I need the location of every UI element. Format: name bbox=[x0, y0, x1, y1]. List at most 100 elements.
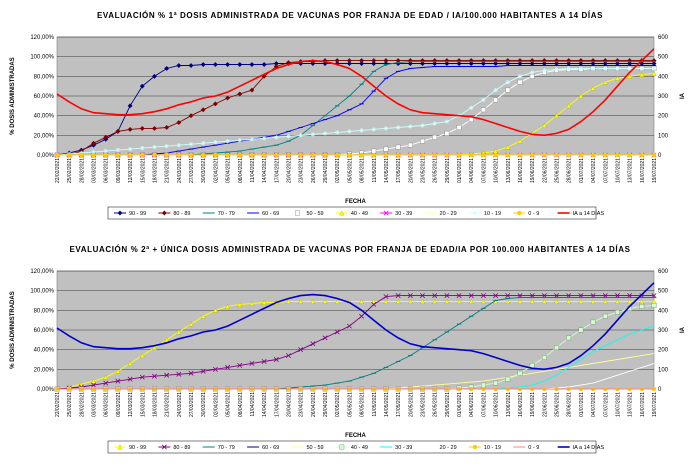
y2-tick-label: 600 bbox=[658, 35, 669, 41]
data-point bbox=[127, 146, 133, 152]
y-tick-label: 100,00% bbox=[30, 289, 54, 295]
chart-title: EVALUACIÓN % 1ª DOSIS ADMINISTRADA DE VA… bbox=[97, 11, 603, 20]
data-point bbox=[566, 66, 571, 71]
data-point bbox=[310, 152, 316, 158]
data-point bbox=[225, 61, 231, 68]
data-point bbox=[225, 95, 231, 101]
data-point bbox=[371, 298, 377, 304]
x-tick-label: 25/06/2021 bbox=[555, 392, 561, 417]
legend-marker bbox=[161, 444, 167, 450]
y2-tick-label: 100 bbox=[658, 133, 669, 139]
x-tick-label: 03/03/2021 bbox=[92, 392, 98, 417]
data-point bbox=[615, 75, 620, 81]
x-tick-label: 20/04/2021 bbox=[286, 392, 292, 417]
series-line bbox=[56, 301, 654, 390]
data-point bbox=[505, 87, 511, 93]
x-tick-label: 04/07/2021 bbox=[591, 158, 597, 183]
x-tick-label: 02/05/2021 bbox=[335, 158, 341, 183]
data-point bbox=[91, 152, 96, 158]
data-point bbox=[213, 140, 218, 145]
data-point bbox=[407, 293, 413, 299]
data-point bbox=[322, 152, 328, 158]
y2-tick-label: 100 bbox=[658, 367, 669, 373]
data-point bbox=[176, 152, 182, 158]
data-point bbox=[481, 382, 486, 388]
data-point bbox=[529, 58, 535, 64]
x-tick-label: 17/05/2021 bbox=[396, 392, 402, 417]
legend-item: 70 - 79 bbox=[202, 211, 235, 217]
data-point bbox=[322, 298, 328, 304]
data-point bbox=[419, 60, 426, 67]
data-point bbox=[115, 152, 121, 158]
legend-marker bbox=[161, 210, 167, 216]
x-tick-label: 12/03/2021 bbox=[128, 392, 134, 417]
y2-axis-title: IA bbox=[680, 326, 686, 333]
data-point bbox=[541, 293, 547, 299]
legend-item: 80 - 89 bbox=[158, 444, 190, 451]
legend-item: 0 - 9 bbox=[513, 445, 539, 451]
data-point bbox=[408, 152, 413, 158]
data-point bbox=[249, 61, 255, 68]
data-point bbox=[286, 152, 291, 158]
data-point bbox=[152, 152, 157, 158]
data-point bbox=[261, 152, 267, 158]
data-point bbox=[371, 127, 376, 132]
data-point bbox=[103, 148, 108, 154]
data-point bbox=[505, 298, 511, 304]
data-point bbox=[383, 152, 389, 158]
y-tick-label: 80,00% bbox=[34, 74, 55, 80]
x-tick-label: 22/02/2021 bbox=[55, 158, 61, 183]
x-tick-label: 04/06/2021 bbox=[469, 158, 475, 183]
data-point bbox=[298, 152, 303, 158]
data-point bbox=[590, 152, 596, 158]
legend-item: 20 - 29 bbox=[424, 445, 457, 451]
data-point bbox=[79, 152, 84, 158]
data-point bbox=[383, 126, 389, 131]
legend-item: 0 - 9 bbox=[513, 210, 539, 217]
series-line bbox=[56, 282, 655, 371]
x-tick-label: 02/05/2021 bbox=[335, 392, 341, 417]
data-point bbox=[602, 79, 608, 85]
data-point bbox=[529, 293, 535, 299]
series-80-89 bbox=[54, 293, 657, 392]
data-point bbox=[456, 60, 462, 67]
x-tick-label: 13/06/2021 bbox=[506, 392, 512, 417]
data-point bbox=[639, 303, 645, 309]
data-point bbox=[286, 353, 291, 359]
data-point bbox=[383, 58, 389, 64]
legend-item: 90 - 99 bbox=[114, 444, 146, 451]
legend-item: IA a 14 DÍAS bbox=[557, 444, 604, 451]
legend-label: 80 - 89 bbox=[173, 445, 190, 451]
data-point bbox=[359, 60, 365, 67]
y2-axis-title: IA bbox=[680, 92, 686, 99]
x-tick-label: 27/03/2021 bbox=[189, 392, 195, 417]
legend-label: 70 - 79 bbox=[218, 445, 235, 451]
data-point bbox=[359, 152, 364, 158]
x-tick-label: 01/07/2021 bbox=[579, 158, 585, 183]
data-point bbox=[347, 152, 352, 158]
data-point bbox=[200, 368, 206, 374]
x-tick-label: 28/06/2021 bbox=[567, 392, 573, 417]
data-point bbox=[493, 293, 499, 299]
data-point bbox=[152, 144, 157, 150]
data-point bbox=[505, 144, 511, 150]
y2-tick-label: 0 bbox=[658, 153, 662, 159]
x-tick-label: 29/04/2021 bbox=[323, 158, 329, 183]
data-point bbox=[152, 345, 157, 351]
legend-item: 70 - 79 bbox=[202, 445, 235, 451]
chart-panel-first-dose: EVALUACIÓN % 1ª DOSIS ADMINISTRADA DE VA… bbox=[0, 0, 700, 232]
data-point bbox=[334, 329, 340, 335]
x-tick-label: 09/03/2021 bbox=[116, 158, 122, 183]
legend-item: 50 - 59 bbox=[291, 445, 324, 451]
data-point bbox=[554, 152, 559, 158]
data-point bbox=[578, 327, 584, 333]
x-tick-label: 05/04/2021 bbox=[226, 158, 232, 183]
x-tick-label: 29/04/2021 bbox=[323, 392, 329, 417]
x-tick-label: 25/02/2021 bbox=[67, 392, 73, 417]
data-point bbox=[517, 138, 523, 144]
data-point bbox=[151, 73, 158, 79]
data-point bbox=[371, 60, 377, 67]
x-tick-label: 26/04/2021 bbox=[311, 158, 317, 183]
data-point bbox=[225, 139, 230, 144]
data-point bbox=[164, 372, 170, 378]
